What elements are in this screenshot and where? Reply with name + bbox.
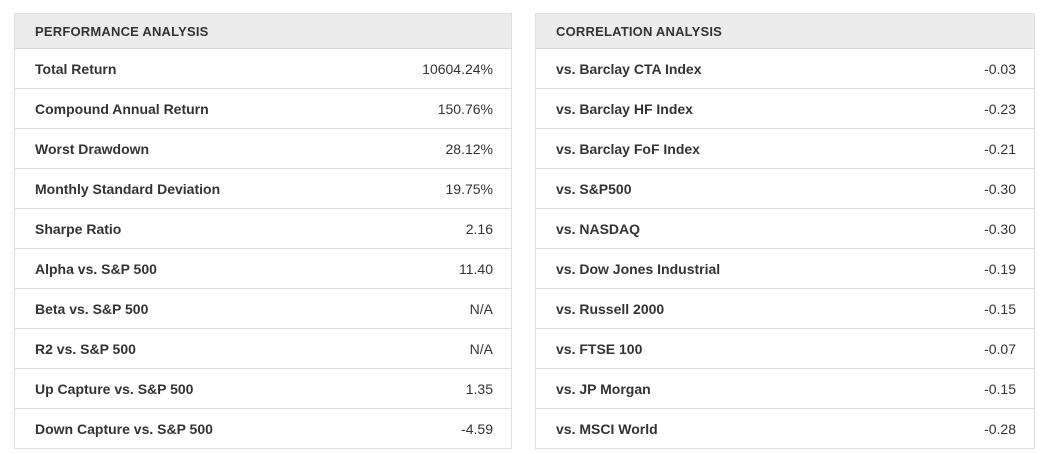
table-row: Up Capture vs. S&P 500 1.35 [14,368,512,409]
metric-label: vs. Dow Jones Industrial [535,248,785,289]
performance-table-title: PERFORMANCE ANALYSIS [14,13,512,49]
table-row: Down Capture vs. S&P 500 -4.59 [14,408,512,449]
metric-label: vs. S&P500 [535,168,785,209]
metric-label: R2 vs. S&P 500 [14,328,263,369]
metric-value: -0.30 [785,168,1035,209]
header-row: CORRELATION ANALYSIS [535,13,1035,49]
table-row: vs. Russell 2000 -0.15 [535,288,1035,329]
metric-value: -0.03 [785,48,1035,89]
correlation-table-body: vs. Barclay CTA Index -0.03 vs. Barclay HF… [535,48,1035,449]
metric-value: 28.12% [263,128,512,169]
metric-value: -0.07 [785,328,1035,369]
correlation-table-head: CORRELATION ANALYSIS [535,13,1035,49]
metric-value: N/A [263,288,512,329]
metric-label: vs. JP Morgan [535,368,785,409]
metric-label: Monthly Standard Deviation [14,168,263,209]
metric-label: Compound Annual Return [14,88,263,129]
metric-value: 19.75% [263,168,512,209]
metric-label: vs. FTSE 100 [535,328,785,369]
metric-label: vs. MSCI World [535,408,785,449]
metric-label: vs. NASDAQ [535,208,785,249]
metric-value: 11.40 [263,248,512,289]
metric-value: -0.15 [785,368,1035,409]
table-row: vs. Barclay HF Index -0.23 [535,88,1035,129]
metric-value: -0.30 [785,208,1035,249]
table-row: Sharpe Ratio 2.16 [14,208,512,249]
correlation-analysis-table: CORRELATION ANALYSIS vs. Barclay CTA Ind… [535,13,1035,449]
table-row: vs. JP Morgan -0.15 [535,368,1035,409]
table-row: vs. S&P500 -0.30 [535,168,1035,209]
header-row: PERFORMANCE ANALYSIS [14,13,512,49]
metric-label: Beta vs. S&P 500 [14,288,263,329]
metric-label: Total Return [14,48,263,89]
metric-value: 2.16 [263,208,512,249]
table-row: Total Return 10604.24% [14,48,512,89]
metric-label: Up Capture vs. S&P 500 [14,368,263,409]
metric-value: N/A [263,328,512,369]
analysis-panels: PERFORMANCE ANALYSIS Total Return 10604.2… [14,13,1036,449]
table-row: vs. MSCI World -0.28 [535,408,1035,449]
metric-label: Down Capture vs. S&P 500 [14,408,263,449]
performance-table-body: Total Return 10604.24% Compound Annual Ret… [14,48,512,449]
metric-value: -0.23 [785,88,1035,129]
metric-value: 1.35 [263,368,512,409]
metric-label: Alpha vs. S&P 500 [14,248,263,289]
metric-label: Sharpe Ratio [14,208,263,249]
metric-label: vs. Barclay HF Index [535,88,785,129]
metric-value: 150.76% [263,88,512,129]
metric-value: -0.19 [785,248,1035,289]
metric-label: Worst Drawdown [14,128,263,169]
correlation-table-title: CORRELATION ANALYSIS [535,13,1035,49]
table-row: vs. Dow Jones Industrial -0.19 [535,248,1035,289]
metric-value: -0.21 [785,128,1035,169]
metric-value: 10604.24% [263,48,512,89]
metric-label: vs. Barclay FoF Index [535,128,785,169]
table-row: R2 vs. S&P 500 N/A [14,328,512,369]
table-row: Alpha vs. S&P 500 11.40 [14,248,512,289]
metric-value: -0.28 [785,408,1035,449]
table-row: vs. Barclay CTA Index -0.03 [535,48,1035,89]
table-row: Monthly Standard Deviation 19.75% [14,168,512,209]
table-row: Compound Annual Return 150.76% [14,88,512,129]
metric-label: vs. Barclay CTA Index [535,48,785,89]
performance-table-head: PERFORMANCE ANALYSIS [14,13,512,49]
table-row: Beta vs. S&P 500 N/A [14,288,512,329]
metric-label: vs. Russell 2000 [535,288,785,329]
metric-value: -4.59 [263,408,512,449]
metric-value: -0.15 [785,288,1035,329]
table-row: Worst Drawdown 28.12% [14,128,512,169]
table-row: vs. NASDAQ -0.30 [535,208,1035,249]
table-row: vs. FTSE 100 -0.07 [535,328,1035,369]
table-row: vs. Barclay FoF Index -0.21 [535,128,1035,169]
performance-analysis-table: PERFORMANCE ANALYSIS Total Return 10604.2… [14,13,512,449]
